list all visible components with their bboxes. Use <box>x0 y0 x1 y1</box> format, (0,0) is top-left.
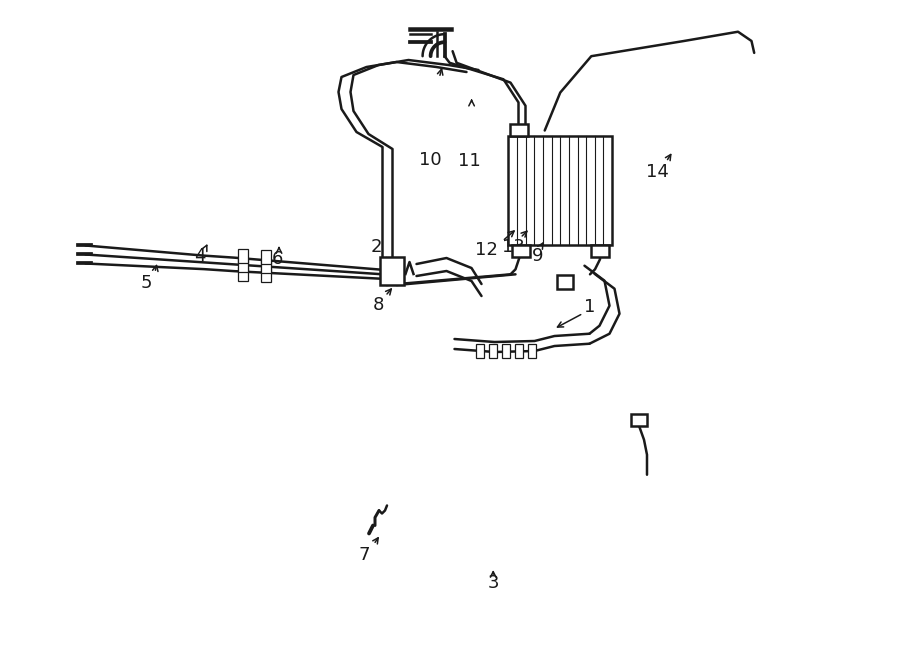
Bar <box>631 414 647 426</box>
Text: 12: 12 <box>474 241 498 259</box>
Bar <box>489 344 497 358</box>
Text: 14: 14 <box>645 163 669 181</box>
Text: 11: 11 <box>458 152 482 171</box>
Bar <box>260 260 271 274</box>
Bar <box>260 251 271 264</box>
Text: 1: 1 <box>584 297 595 316</box>
Text: 7: 7 <box>359 546 370 564</box>
Bar <box>475 344 483 358</box>
Bar <box>260 268 271 282</box>
Text: 5: 5 <box>141 274 152 292</box>
Bar <box>508 136 612 245</box>
Text: 8: 8 <box>373 296 383 315</box>
Bar <box>509 124 527 136</box>
Text: 4: 4 <box>194 247 205 265</box>
Bar <box>557 275 573 289</box>
Text: 9: 9 <box>532 247 543 266</box>
Bar <box>238 267 248 281</box>
Text: 3: 3 <box>488 574 499 592</box>
Bar <box>591 245 609 256</box>
Text: 6: 6 <box>272 250 283 268</box>
Text: 2: 2 <box>371 238 382 256</box>
Bar <box>501 344 509 358</box>
Bar <box>527 344 536 358</box>
Bar <box>238 258 248 272</box>
Bar <box>511 245 529 256</box>
Bar <box>380 257 403 285</box>
Bar <box>515 344 523 358</box>
Text: 10: 10 <box>418 151 442 169</box>
Text: 13: 13 <box>501 237 525 256</box>
Bar <box>238 249 248 263</box>
